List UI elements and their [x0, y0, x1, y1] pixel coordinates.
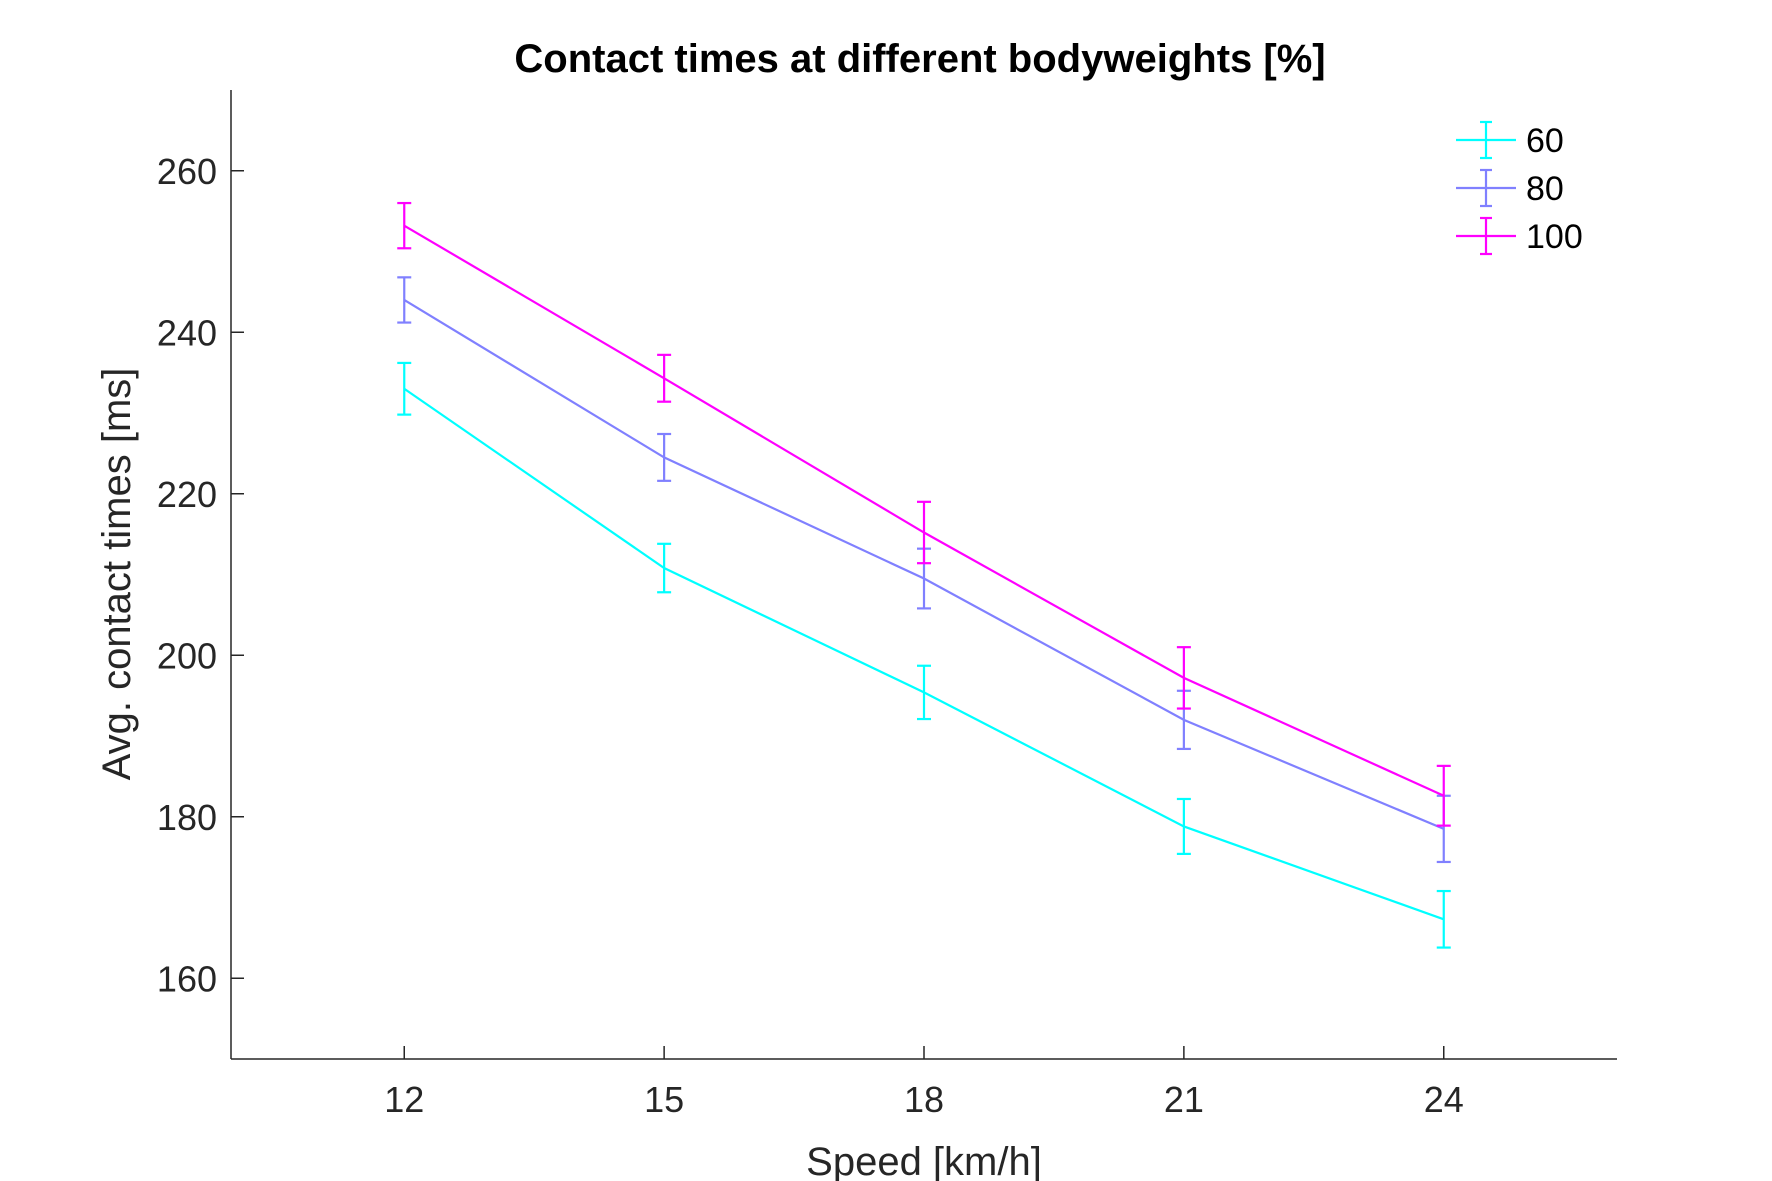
series-80	[397, 276, 1451, 864]
legend: 60 80 100	[1456, 120, 1583, 256]
y-tick-label: 200	[157, 635, 217, 676]
y-ticks: 160 180 200 220 240 260	[157, 151, 244, 999]
error-bar	[1436, 889, 1451, 949]
legend-item-80: 80	[1456, 168, 1564, 208]
error-bar	[917, 664, 931, 721]
legend-label: 80	[1526, 170, 1564, 208]
series-100	[397, 201, 1451, 827]
error-bar	[657, 353, 672, 403]
y-tick-label: 220	[157, 474, 217, 515]
x-tick-label: 18	[904, 1079, 944, 1120]
x-tick-label: 15	[644, 1079, 684, 1120]
y-tick-label: 180	[157, 797, 217, 838]
y-tick-label: 260	[157, 151, 217, 192]
series-60	[397, 361, 1451, 949]
legend-label: 60	[1526, 122, 1564, 160]
error-bar	[1176, 646, 1191, 710]
x-tick-label: 12	[384, 1079, 424, 1120]
legend-item-100: 100	[1456, 216, 1583, 256]
x-axis-label: Speed [km/h]	[806, 1140, 1042, 1181]
y-axis-label: Avg. contact times [ms]	[95, 368, 139, 781]
series-layer	[397, 201, 1451, 949]
legend-label: 100	[1526, 218, 1583, 256]
x-tick-label: 24	[1424, 1079, 1464, 1120]
error-bar	[1436, 764, 1451, 827]
legend-item-60: 60	[1456, 120, 1564, 160]
error-bar	[1176, 797, 1191, 855]
y-tick-label: 240	[157, 312, 217, 353]
error-bar	[657, 542, 672, 594]
error-bar	[397, 276, 412, 324]
x-tick-label: 21	[1164, 1079, 1204, 1120]
error-bar	[917, 500, 931, 565]
error-bar	[657, 432, 672, 482]
y-tick-label: 160	[157, 958, 217, 999]
chart-title: Contact times at different bodyweights […	[514, 37, 1325, 81]
x-ticks: 12 15 18 21 24	[384, 1046, 1464, 1120]
series-line	[403, 387, 1445, 921]
error-bar	[397, 361, 412, 416]
error-bar	[397, 201, 412, 250]
